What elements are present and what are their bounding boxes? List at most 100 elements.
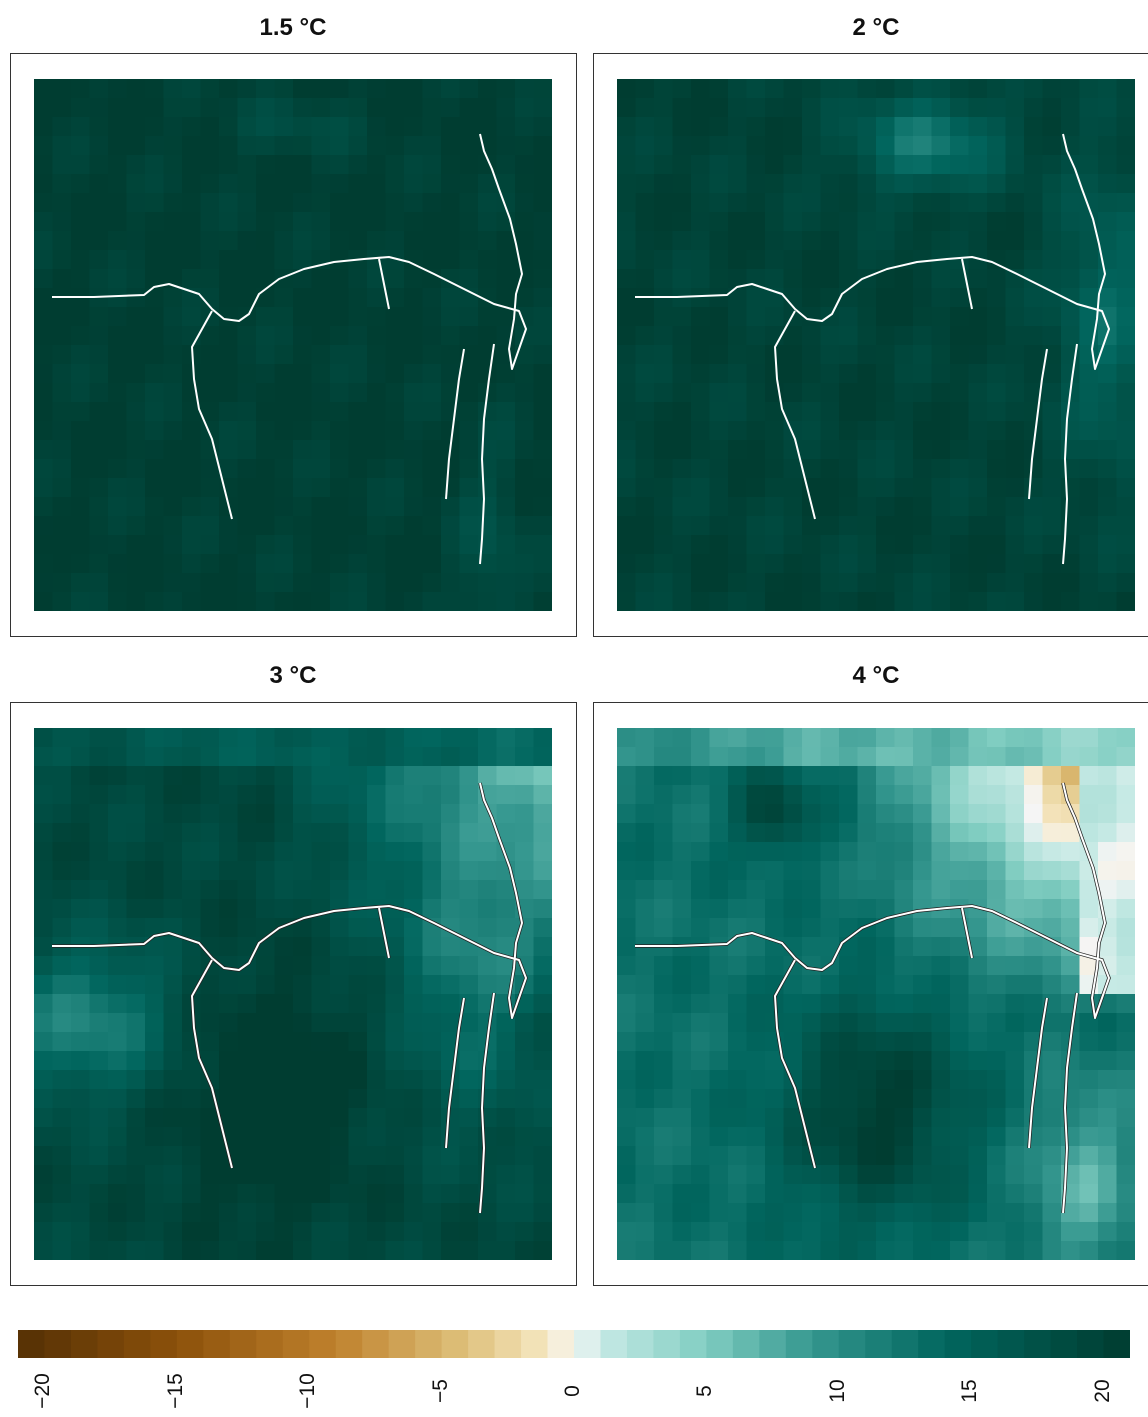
map-cell xyxy=(635,975,655,995)
map-cell xyxy=(163,823,183,843)
map-cell xyxy=(441,592,460,611)
map-cell xyxy=(691,899,710,919)
map-cell xyxy=(126,728,146,748)
map-cell xyxy=(802,554,821,574)
map-cell xyxy=(857,1241,877,1260)
map-cell xyxy=(783,1184,803,1204)
colorbar-bin xyxy=(971,1330,999,1358)
map-cell xyxy=(274,364,294,384)
map-cell xyxy=(913,535,932,555)
map-cell xyxy=(422,842,442,862)
map-cell xyxy=(34,459,53,479)
map-cell xyxy=(348,516,368,536)
map-cell xyxy=(71,899,90,919)
map-cell xyxy=(968,766,988,786)
map-cell xyxy=(950,573,969,593)
map-cell xyxy=(200,975,220,995)
map-cell xyxy=(89,880,109,900)
map-cell xyxy=(802,747,821,767)
map-cell xyxy=(478,956,497,976)
map-cell xyxy=(89,573,109,593)
map-cell xyxy=(1042,478,1062,498)
map-cell xyxy=(496,1070,516,1090)
map-cell xyxy=(385,364,405,384)
map-cell xyxy=(385,307,405,327)
map-cell xyxy=(765,1222,784,1242)
map-cell xyxy=(691,1127,710,1147)
map-cell xyxy=(89,1222,109,1242)
map-cell xyxy=(672,785,692,805)
map-cell xyxy=(274,136,294,156)
map-cell xyxy=(746,136,766,156)
map-cell xyxy=(728,307,747,327)
map-cell xyxy=(219,899,238,919)
map-cell xyxy=(820,975,840,995)
map-cell xyxy=(293,402,312,422)
map-cell xyxy=(635,459,655,479)
map-cell xyxy=(108,383,127,403)
map-cell xyxy=(533,1108,552,1128)
map-cell xyxy=(145,231,164,251)
map-cell xyxy=(219,592,238,611)
map-cell xyxy=(1024,823,1043,843)
map-cell xyxy=(367,1241,386,1260)
map-cell xyxy=(1079,1184,1099,1204)
map-cell xyxy=(478,269,497,289)
map-cell xyxy=(404,459,423,479)
map-cell xyxy=(968,364,988,384)
map-cell xyxy=(219,288,238,308)
map-cell xyxy=(533,193,552,213)
map-cell xyxy=(820,497,840,517)
map-cell xyxy=(968,1070,988,1090)
map-cell xyxy=(256,747,275,767)
map-cell xyxy=(459,1032,479,1052)
map-cell xyxy=(728,345,747,365)
map-cell xyxy=(219,804,238,824)
map-cell xyxy=(441,402,460,422)
map-cell xyxy=(145,823,164,843)
map-cell xyxy=(71,554,90,574)
map-cell xyxy=(1116,994,1135,1014)
map-cell xyxy=(367,804,386,824)
map-cell xyxy=(672,1241,692,1260)
map-cell xyxy=(89,1013,109,1033)
map-cell xyxy=(478,823,497,843)
map-cell xyxy=(108,98,127,118)
colorbar-bin xyxy=(732,1330,760,1358)
map-cell xyxy=(876,231,895,251)
map-cell xyxy=(1005,269,1025,289)
map-cell xyxy=(709,994,729,1014)
map-cell xyxy=(219,155,238,175)
map-cell xyxy=(367,766,386,786)
map-cell xyxy=(126,535,146,555)
map-cell xyxy=(237,402,257,422)
map-cell xyxy=(52,1070,72,1090)
map-cell xyxy=(987,117,1006,137)
map-cell xyxy=(635,535,655,555)
map-cell xyxy=(672,440,692,460)
map-cell xyxy=(219,880,238,900)
map-cell xyxy=(108,1241,127,1260)
map-cell xyxy=(496,478,516,498)
map-cell xyxy=(256,440,275,460)
map-cell xyxy=(876,1070,895,1090)
map-cell xyxy=(533,212,552,232)
map-cell xyxy=(385,516,405,536)
map-cell xyxy=(1024,383,1043,403)
map-cell xyxy=(839,288,858,308)
map-cell xyxy=(34,1222,53,1242)
map-cell xyxy=(311,117,331,137)
map-cell xyxy=(876,307,895,327)
river-network xyxy=(52,133,527,565)
map-cell xyxy=(126,766,146,786)
map-cell xyxy=(950,1013,969,1033)
map-cell xyxy=(820,1222,840,1242)
map-cell xyxy=(802,193,821,213)
map-cell xyxy=(1024,956,1043,976)
map-cell xyxy=(913,1032,932,1052)
map-cell xyxy=(1005,880,1025,900)
map-cell xyxy=(126,573,146,593)
map-cell xyxy=(274,79,294,99)
map-cell xyxy=(672,1203,692,1223)
map-cell xyxy=(931,880,951,900)
